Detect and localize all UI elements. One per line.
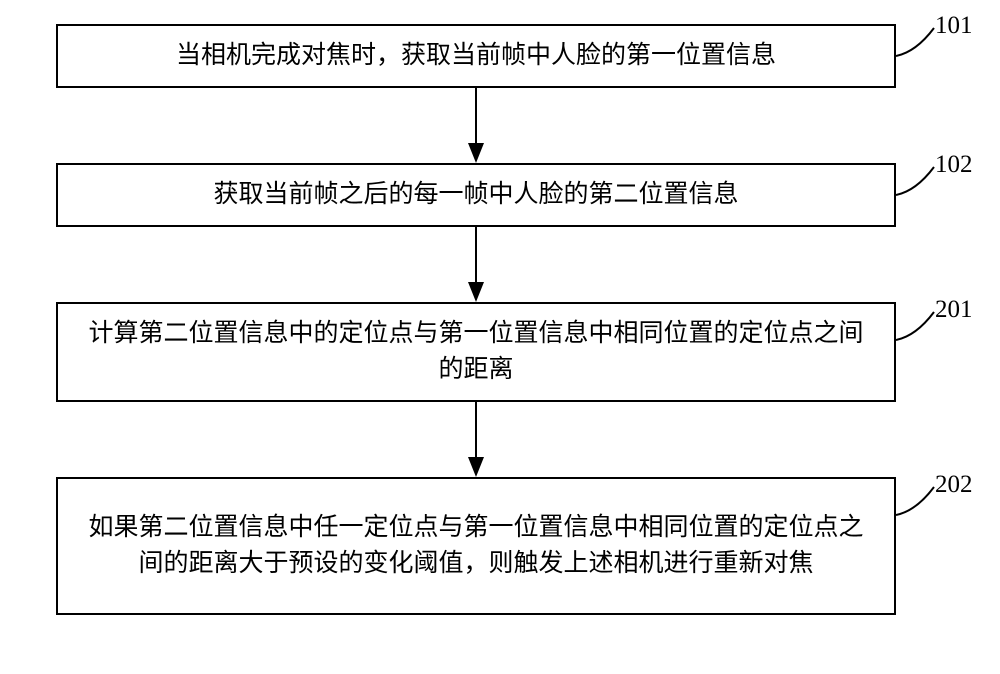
flow-step-4-label: 202 — [935, 471, 973, 499]
flow-step-4-text: 如果第二位置信息中任一定位点与第一位置信息中相同位置的定位点之间的距离大于预设的… — [78, 510, 874, 583]
flow-step-3-leader — [896, 304, 940, 344]
flow-step-1: 当相机完成对焦时，获取当前帧中人脸的第一位置信息 — [56, 24, 896, 88]
flow-step-1-text: 当相机完成对焦时，获取当前帧中人脸的第一位置信息 — [176, 38, 776, 74]
flow-step-4: 如果第二位置信息中任一定位点与第一位置信息中相同位置的定位点之间的距离大于预设的… — [56, 477, 896, 615]
flow-step-3-text: 计算第二位置信息中的定位点与第一位置信息中相同位置的定位点之间的距离 — [78, 316, 874, 389]
arrow-3-4 — [0, 402, 1000, 477]
flow-step-3-label: 201 — [935, 296, 973, 324]
flow-step-1-label: 101 — [935, 12, 973, 40]
flow-step-3: 计算第二位置信息中的定位点与第一位置信息中相同位置的定位点之间的距离 — [56, 302, 896, 402]
flow-step-4-leader — [896, 479, 940, 519]
flow-step-2-leader — [896, 159, 940, 199]
flow-step-2-label: 102 — [935, 151, 973, 179]
arrow-1-2 — [0, 88, 1000, 163]
flow-step-2: 获取当前帧之后的每一帧中人脸的第二位置信息 — [56, 163, 896, 227]
arrow-2-3 — [0, 227, 1000, 302]
flow-step-2-text: 获取当前帧之后的每一帧中人脸的第二位置信息 — [213, 177, 738, 213]
flow-step-1-leader — [896, 20, 940, 60]
